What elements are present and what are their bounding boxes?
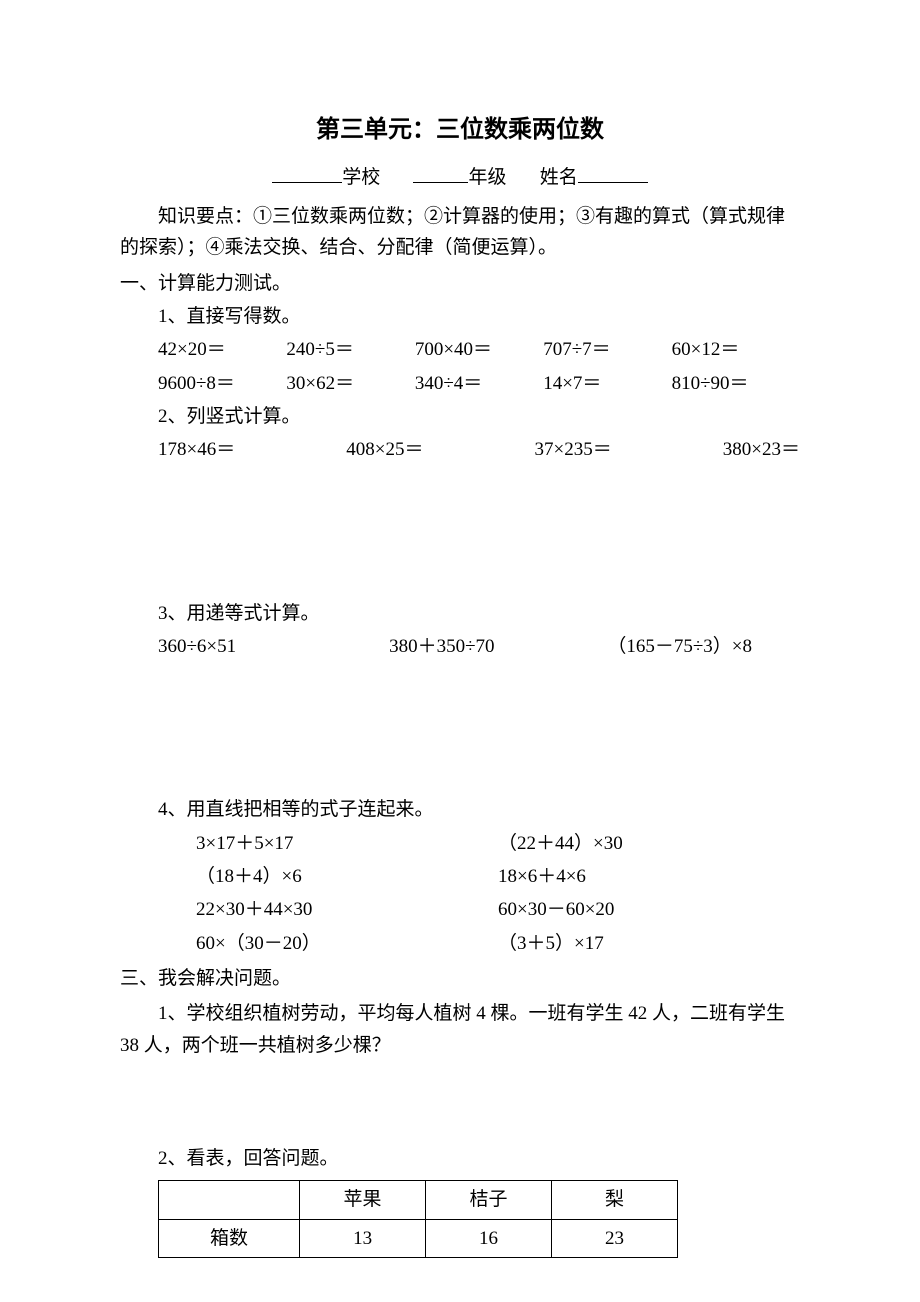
expr: 380×23＝ [723, 434, 800, 465]
q4-pair-1: （18＋4）×6 18×6＋4×6 [120, 861, 800, 892]
table-cell: 23 [552, 1219, 678, 1257]
expr: 408×25＝ [346, 434, 423, 465]
expr-right: 60×30－60×20 [498, 894, 800, 925]
table-row: 箱数 13 16 23 [159, 1219, 678, 1257]
q1-row2: 9600÷8＝ 30×62＝ 340÷4＝ 14×7＝ 810÷90＝ [120, 368, 800, 399]
expr: 60×12＝ [672, 334, 800, 365]
q3-label: 3、用递等式计算。 [120, 598, 800, 629]
q1-label: 1、直接写得数。 [120, 301, 800, 332]
table-cell: 苹果 [300, 1181, 426, 1219]
expr: 14×7＝ [543, 368, 671, 399]
blank-school[interactable] [272, 164, 342, 183]
table-cell: 13 [300, 1219, 426, 1257]
q2-row: 178×46＝ 408×25＝ 37×235＝ 380×23＝ [120, 434, 800, 465]
expr-left: （18＋4）×6 [196, 861, 498, 892]
blank-grade[interactable] [413, 164, 468, 183]
expr: 30×62＝ [286, 368, 414, 399]
expr: 360÷6×51 [158, 631, 389, 662]
table-cell: 梨 [552, 1181, 678, 1219]
q4-label: 4、用直线把相等的式子连起来。 [120, 794, 800, 825]
label-grade: 年级 [468, 167, 506, 188]
intro-text: 知识要点：①三位数乘两位数；②计算器的使用；③有趣的算式（算式规律的探索）；④乘… [120, 201, 800, 264]
expr: 240÷5＝ [286, 334, 414, 365]
q4-pair-3: 60×（30－20） （3＋5）×17 [120, 928, 800, 959]
q3-row: 360÷6×51 380＋350÷70 （165－75÷3）×8 [120, 631, 800, 662]
expr: 37×235＝ [535, 434, 612, 465]
expr-left: 22×30＋44×30 [196, 894, 498, 925]
fruit-table: 苹果 桔子 梨 箱数 13 16 23 [158, 1180, 678, 1258]
sec3-q1: 1、学校组织植树劳动，平均每人植树 4 棵。一班有学生 42 人，二班有学生38… [120, 998, 800, 1061]
expr: 810÷90＝ [672, 368, 800, 399]
sec3-q2-label: 2、看表，回答问题。 [120, 1143, 800, 1174]
expr: 178×46＝ [158, 434, 235, 465]
expr-right: （3＋5）×17 [498, 928, 800, 959]
expr: （165－75÷3）×8 [607, 631, 800, 662]
q4-pair-2: 22×30＋44×30 60×30－60×20 [120, 894, 800, 925]
label-name: 姓名 [540, 167, 578, 188]
table-cell: 桔子 [426, 1181, 552, 1219]
expr-right: （22＋44）×30 [498, 828, 800, 859]
page-title: 第三单元：三位数乘两位数 [120, 110, 800, 150]
expr: 707÷7＝ [543, 334, 671, 365]
blank-name[interactable] [578, 164, 648, 183]
expr: 380＋350÷70 [389, 631, 607, 662]
header-line: 学校 年级 姓名 [120, 162, 800, 193]
section-3-title: 三、我会解决问题。 [120, 963, 800, 994]
expr: 340÷4＝ [415, 368, 543, 399]
expr-right: 18×6＋4×6 [498, 861, 800, 892]
expr: 9600÷8＝ [158, 368, 286, 399]
q1-row1: 42×20＝ 240÷5＝ 700×40＝ 707÷7＝ 60×12＝ [120, 334, 800, 365]
q2-label: 2、列竖式计算。 [120, 401, 800, 432]
expr: 42×20＝ [158, 334, 286, 365]
table-cell: 16 [426, 1219, 552, 1257]
expr-left: 60×（30－20） [196, 928, 498, 959]
expr: 700×40＝ [415, 334, 543, 365]
label-school: 学校 [342, 167, 380, 188]
table-row: 苹果 桔子 梨 [159, 1181, 678, 1219]
table-cell: 箱数 [159, 1219, 300, 1257]
section-1-title: 一、计算能力测试。 [120, 268, 800, 299]
q4-pair-0: 3×17＋5×17 （22＋44）×30 [120, 828, 800, 859]
expr-left: 3×17＋5×17 [196, 828, 498, 859]
table-cell [159, 1181, 300, 1219]
